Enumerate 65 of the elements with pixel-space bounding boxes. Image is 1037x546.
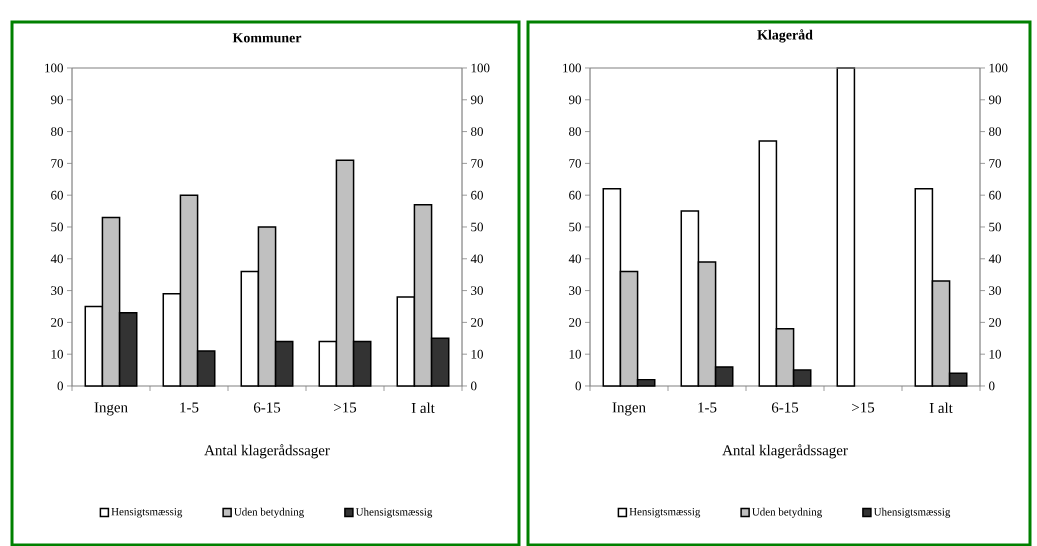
y2-tick-label: 30 — [471, 285, 483, 295]
y-tick-label: 80 — [51, 126, 63, 136]
y2-tick-label: 70 — [989, 158, 1001, 168]
y2-tick-label: 100 — [471, 63, 490, 73]
y2-tick-label: 60 — [989, 190, 1001, 200]
x-axis-title: Antal klagerådssager — [204, 444, 330, 459]
y-tick-label: 30 — [51, 285, 63, 295]
y2-tick-label: 20 — [471, 317, 483, 327]
y-tick-label: 70 — [569, 158, 581, 168]
x-tick-label: >15 — [334, 402, 357, 413]
bar — [836, 67, 856, 387]
x-tick-label: 6-15 — [253, 402, 281, 413]
y2-tick-label: 90 — [470, 95, 483, 104]
legend-label: Uden betydning — [752, 507, 822, 518]
legend-label: Uhensigtsmæssig — [355, 507, 433, 518]
x-tick-label: I alt — [411, 402, 435, 413]
x-tick-label: 1-5 — [698, 402, 717, 413]
y2-tick-label: 0 — [989, 381, 995, 391]
y2-tick-label: 70 — [471, 158, 483, 168]
x-tick-label: 1-5 — [180, 402, 199, 413]
y2-tick-label: 10 — [989, 349, 1001, 359]
y2-tick-label: 20 — [989, 317, 1001, 327]
x-tick-label: >15 — [852, 402, 875, 413]
x-tick-label: Ingen — [612, 402, 646, 416]
x-tick-label: Ingen — [94, 402, 128, 416]
legend-label: Hensigtsmæssig — [629, 507, 701, 518]
legend-label: Hensigtsmæssig — [111, 507, 183, 518]
y2-tick-label: 80 — [989, 126, 1001, 136]
y2-tick-label: 40 — [988, 254, 1001, 263]
y2-tick-label: 10 — [471, 349, 483, 359]
y-tick-label: 50 — [51, 222, 63, 232]
y-tick-label: 30 — [569, 285, 581, 295]
legend-label: Uhensigtsmæssig — [873, 507, 951, 518]
legend-label: Uden betydning — [234, 507, 304, 518]
y-tick-label: 100 — [563, 63, 581, 73]
y-tick-label: 60 — [51, 190, 63, 200]
y-tick-label: 100 — [45, 63, 63, 73]
y2-tick-label: 100 — [989, 63, 1008, 73]
y2-tick-label: 50 — [989, 222, 1001, 232]
x-tick-label: 6-15 — [771, 402, 799, 413]
x-axis-title: Antal klagerådssager — [722, 444, 848, 459]
y-tick-label: 60 — [569, 190, 581, 200]
chart-title: Klageråd — [757, 29, 813, 43]
y2-tick-label: 60 — [471, 190, 483, 200]
y-tick-label: 50 — [569, 222, 581, 232]
y-tick-label: 20 — [51, 317, 63, 327]
y-tick-label: 10 — [51, 349, 63, 359]
x-tick-label: I alt — [929, 402, 953, 413]
y2-tick-label: 40 — [470, 254, 483, 263]
y-tick-label: 90 — [50, 95, 63, 104]
y-tick-label: 20 — [569, 317, 581, 327]
y2-tick-label: 80 — [471, 126, 483, 136]
y2-tick-label: 90 — [988, 95, 1001, 104]
y-tick-label: 70 — [51, 158, 63, 168]
chart-title: Kommuner — [232, 32, 302, 43]
y2-tick-label: 50 — [471, 222, 483, 232]
y-tick-label: 0 — [575, 381, 581, 391]
y-tick-label: 40 — [50, 254, 63, 263]
y-tick-label: 10 — [569, 349, 581, 359]
y2-tick-label: 30 — [989, 285, 1001, 295]
y-tick-label: 40 — [568, 254, 581, 263]
y-tick-label: 90 — [568, 95, 581, 104]
y-tick-label: 0 — [57, 381, 63, 391]
y-tick-label: 80 — [569, 126, 581, 136]
y2-tick-label: 0 — [471, 381, 477, 391]
